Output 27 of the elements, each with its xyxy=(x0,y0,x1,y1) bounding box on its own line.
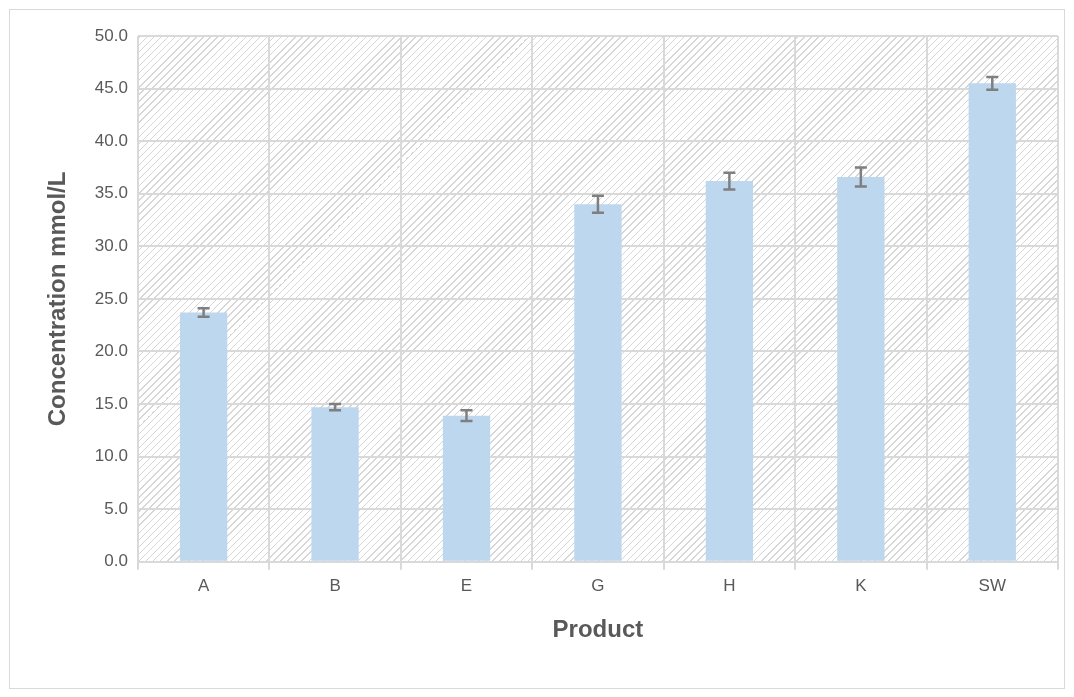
x-tick-label: A xyxy=(197,575,210,595)
y-tick-label: 45.0 xyxy=(94,78,128,98)
bar xyxy=(179,312,228,561)
x-tick-label: H xyxy=(723,575,736,595)
y-tick-label: 20.0 xyxy=(94,341,128,361)
y-tick-label: 30.0 xyxy=(94,236,128,256)
y-tick-label: 0.0 xyxy=(104,551,128,571)
bar xyxy=(311,407,359,561)
bar xyxy=(442,415,491,561)
bar xyxy=(705,181,754,561)
y-axis-title: Concentration mmol/L xyxy=(43,171,71,427)
y-tick-label: 40.0 xyxy=(94,130,128,150)
y-tick-label: 5.0 xyxy=(104,498,128,518)
y-tick-label: 25.0 xyxy=(94,288,128,308)
y-tick-label: 50.0 xyxy=(94,25,128,45)
bar xyxy=(837,176,885,561)
x-tick-label: G xyxy=(591,575,605,595)
x-tick-label: B xyxy=(329,575,341,595)
x-tick-label: SW xyxy=(978,575,1006,595)
y-tick-label: 15.0 xyxy=(94,393,128,413)
x-tick-label: K xyxy=(855,575,868,595)
y-tick-label: 10.0 xyxy=(94,446,128,466)
y-tick-label: 35.0 xyxy=(94,183,128,203)
bar xyxy=(574,204,622,561)
bar xyxy=(968,83,1016,561)
x-tick-label: E xyxy=(460,575,473,595)
x-axis-title: Product xyxy=(552,615,644,643)
